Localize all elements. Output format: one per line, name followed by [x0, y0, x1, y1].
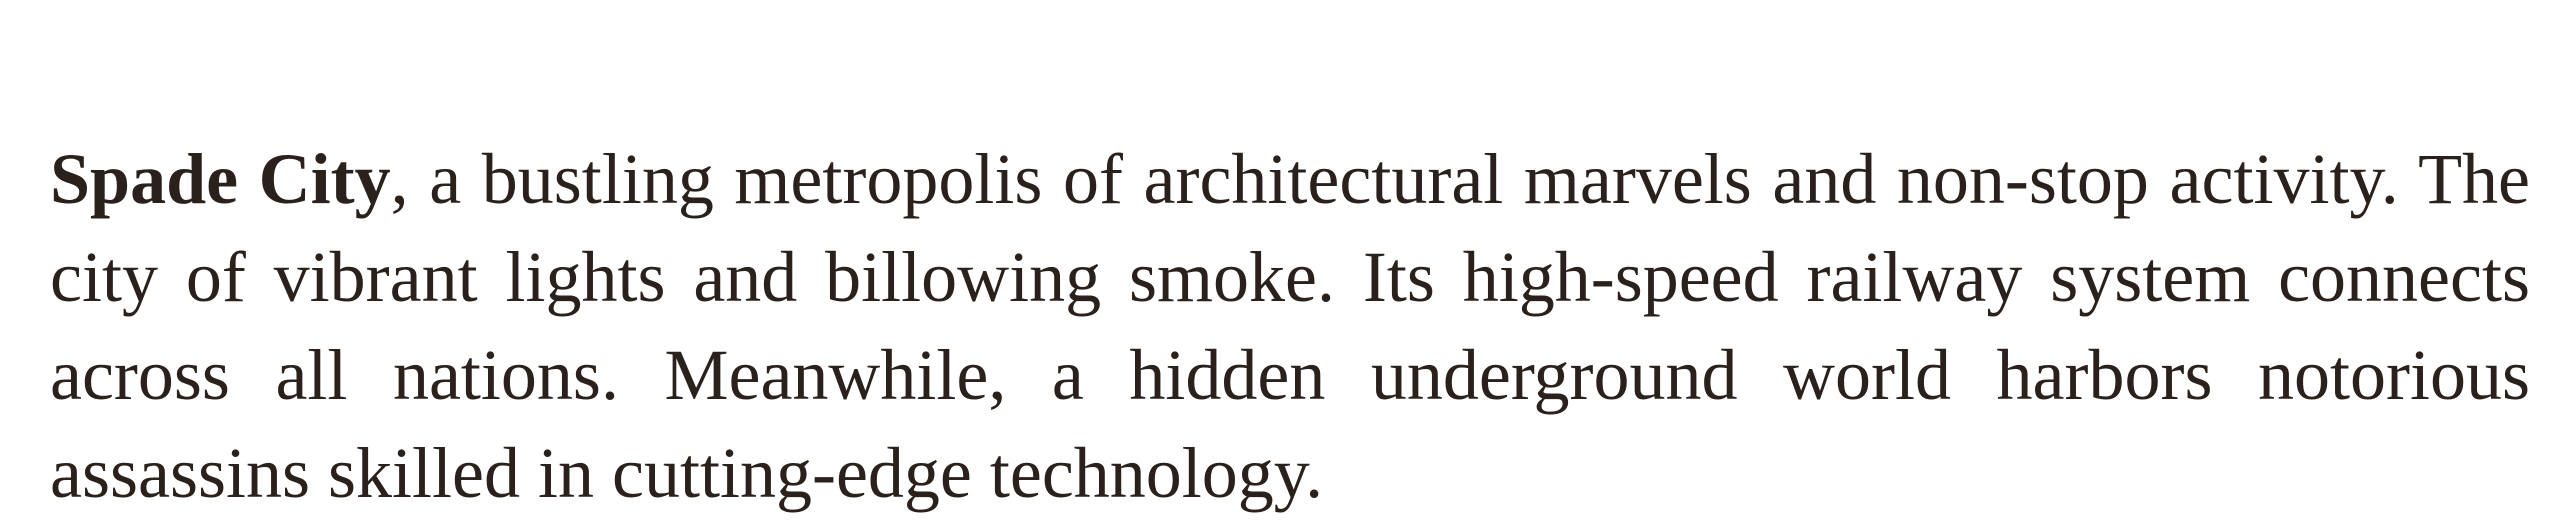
document-page: Spade City, a bustling metropolis of arc… [50, 130, 2530, 522]
body-paragraph: Spade City, a bustling metropolis of arc… [50, 130, 2530, 522]
paragraph-text: , a bustling metropolis of architectural… [50, 139, 2531, 513]
city-name: Spade City [50, 139, 391, 219]
